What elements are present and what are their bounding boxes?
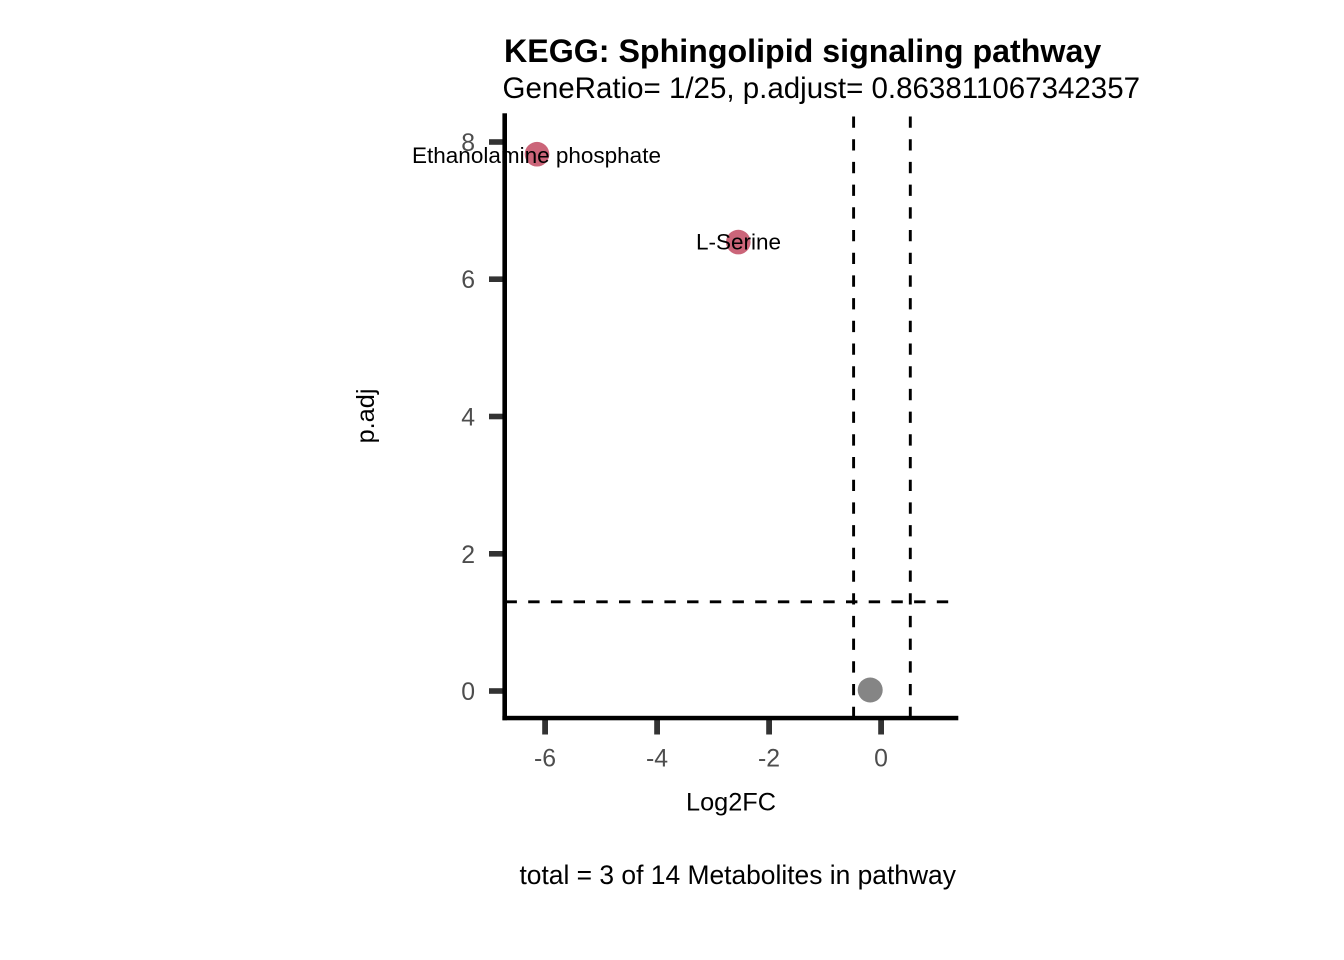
svg-text:Log2FC: Log2FC — [686, 789, 776, 817]
svg-text:8: 8 — [461, 130, 475, 157]
svg-text:L-Serine: L-Serine — [696, 230, 781, 255]
svg-text:GeneRatio= 1/25, p.adjust= 0.8: GeneRatio= 1/25, p.adjust= 0.86381106734… — [503, 72, 1141, 105]
svg-text:p.adj: p.adj — [352, 389, 380, 444]
svg-text:2: 2 — [461, 542, 475, 569]
svg-text:0: 0 — [461, 679, 475, 706]
svg-text:total = 3 of 14 Metabolites in: total = 3 of 14 Metabolites in pathway — [519, 860, 956, 890]
svg-text:KEGG: Sphingolipid signaling p: KEGG: Sphingolipid signaling pathway — [504, 33, 1101, 69]
svg-text:Ethanolamine phosphate: Ethanolamine phosphate — [412, 143, 661, 168]
svg-text:-4: -4 — [646, 746, 668, 773]
svg-text:-6: -6 — [534, 746, 556, 773]
svg-text:-2: -2 — [758, 746, 780, 773]
svg-text:4: 4 — [461, 405, 475, 432]
svg-text:0: 0 — [874, 746, 888, 773]
svg-text:6: 6 — [461, 267, 475, 294]
